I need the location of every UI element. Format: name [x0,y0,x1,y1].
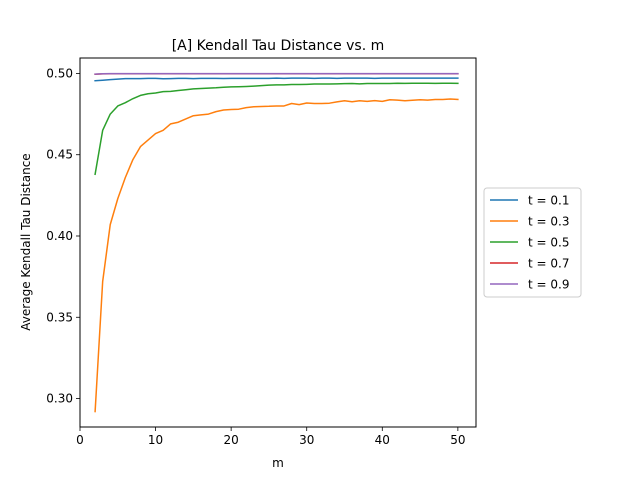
legend-label-4: t = 0.7 [528,257,569,271]
x-tick-label: 0 [76,433,84,447]
legend-label-2: t = 0.3 [528,215,569,229]
y-tick-label: 0.50 [46,66,73,80]
series-line-1 [95,78,458,81]
x-tick-label: 10 [148,433,163,447]
y-axis-ticks: 0.30 0.35 0.40 0.45 0.50 [46,66,80,405]
y-axis-label: Average Kendall Tau Distance [19,153,33,330]
y-tick-label: 0.45 [46,148,73,162]
legend-label-3: t = 0.5 [528,236,569,250]
x-tick-label: 20 [224,433,239,447]
series-line-3 [95,83,458,174]
legend: t = 0.1 t = 0.3 t = 0.5 t = 0.7 t = 0.9 [484,188,581,297]
y-tick-label: 0.40 [46,229,73,243]
x-axis-ticks: 0 10 20 30 40 50 [76,427,465,447]
legend-label-5: t = 0.9 [528,278,569,292]
x-tick-label: 40 [375,433,390,447]
x-tick-label: 50 [450,433,465,447]
legend-label-1: t = 0.1 [528,194,569,208]
x-tick-label: 30 [299,433,314,447]
chart-title: [A] Kendall Tau Distance vs. m [172,38,385,54]
y-tick-label: 0.30 [46,392,73,406]
x-axis-label: m [272,456,284,470]
y-tick-label: 0.35 [46,310,73,324]
series-layer [95,74,458,412]
plot-area-frame [80,58,476,427]
series-line-2 [95,99,458,412]
